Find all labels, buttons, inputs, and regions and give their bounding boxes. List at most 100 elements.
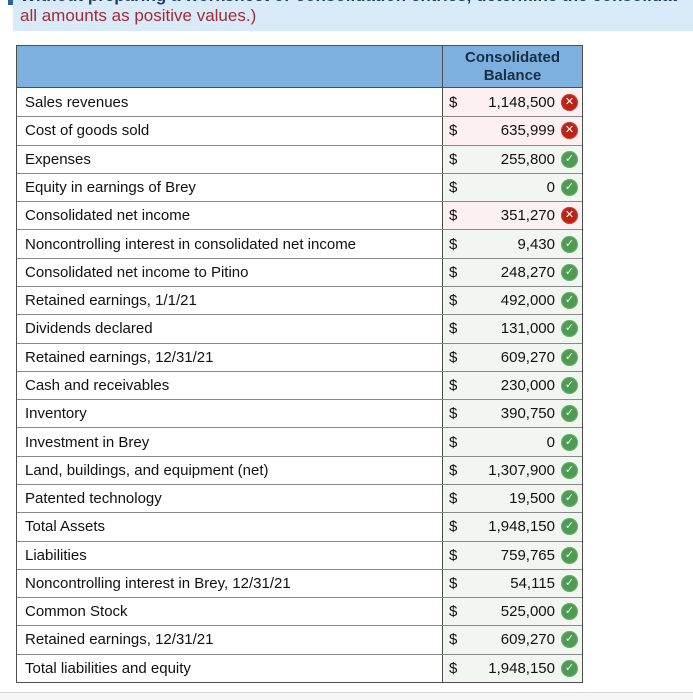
currency-symbol: $ <box>449 546 458 564</box>
table-row: Inventory $ 390,750 ✓ <box>17 399 582 428</box>
header-consolidated-balance: Consolidated Balance <box>464 48 560 84</box>
amount-value: 609,270 <box>500 631 555 649</box>
currency-symbol: $ <box>449 376 458 394</box>
amount-value: 635,999 <box>500 122 555 140</box>
account-label: Retained earnings, 12/31/21 <box>17 626 443 654</box>
account-label: Cash and receivables <box>17 371 443 400</box>
table-row: Retained earnings, 12/31/21 $ 609,270 ✓ <box>17 625 582 654</box>
account-label: Common Stock <box>17 598 443 626</box>
table-row: Cost of goods sold $ 635,999 ✕ <box>17 116 582 145</box>
currency-symbol: $ <box>449 150 458 168</box>
amount-value: 390,750 <box>500 405 555 423</box>
amount-value: 525,000 <box>500 603 555 621</box>
amount-value: 230,000 <box>500 376 555 394</box>
currency-symbol: $ <box>449 122 458 140</box>
amount-cell[interactable]: $ 759,765 ✓ <box>443 541 582 569</box>
amount-cell[interactable]: $ 635,999 ✕ <box>443 117 582 145</box>
amount-cell[interactable]: $ 609,270 ✓ <box>443 343 582 371</box>
currency-symbol: $ <box>449 433 458 451</box>
check-icon: ✓ <box>561 292 578 310</box>
amount-cell[interactable]: $ 351,270 ✕ <box>443 202 582 230</box>
currency-symbol: $ <box>449 292 458 310</box>
x-icon: ✕ <box>561 122 578 140</box>
table-row: Liabilities $ 759,765 ✓ <box>17 540 582 569</box>
amount-value: 759,765 <box>500 546 555 564</box>
amount-value: 248,270 <box>500 263 555 281</box>
amount-value: 492,000 <box>500 292 555 310</box>
currency-symbol: $ <box>449 603 458 621</box>
account-label: Investment in Brey <box>17 428 443 456</box>
table-row: Expenses $ 255,800 ✓ <box>17 144 582 173</box>
amount-cell[interactable]: $ 131,000 ✓ <box>443 315 582 343</box>
account-label: Inventory <box>17 400 443 428</box>
amount-value: 9,430 <box>517 235 555 253</box>
currency-symbol: $ <box>449 207 458 225</box>
check-icon: ✓ <box>561 235 578 253</box>
currency-symbol: $ <box>449 574 458 592</box>
amount-value: 1,948,150 <box>488 659 555 677</box>
currency-symbol: $ <box>449 235 458 253</box>
check-icon: ✓ <box>561 518 578 536</box>
account-label: Sales revenues <box>17 88 443 117</box>
amount-cell[interactable]: $ 9,430 ✓ <box>443 230 582 258</box>
check-icon: ✓ <box>561 574 578 592</box>
check-icon: ✓ <box>561 631 578 649</box>
table-row: Noncontrolling interest in Brey, 12/31/2… <box>17 568 582 598</box>
amount-cell[interactable]: $ 255,800 ✓ <box>443 145 582 173</box>
consolidated-balance-table: Consolidated Balance Sales revenues $ 1,… <box>16 45 583 683</box>
currency-symbol: $ <box>449 320 458 338</box>
amount-value: 1,307,900 <box>488 461 555 479</box>
check-icon: ✓ <box>561 546 578 564</box>
amount-value: 131,000 <box>500 320 555 338</box>
currency-symbol: $ <box>449 518 458 536</box>
table-row: Patented technology $ 19,500 ✓ <box>17 483 582 513</box>
amount-cell[interactable]: $ 1,948,150 ✓ <box>443 513 582 541</box>
amount-cell[interactable]: $ 609,270 ✓ <box>443 626 582 654</box>
account-label: Total Assets <box>17 513 443 541</box>
amount-cell[interactable]: $ 0 ✓ <box>443 173 582 202</box>
amount-cell[interactable]: $ 0 ✓ <box>443 428 582 456</box>
table-row: Equity in earnings of Brey $ 0 ✓ <box>17 172 582 202</box>
amount-cell[interactable]: $ 248,270 ✓ <box>443 258 582 286</box>
currency-symbol: $ <box>449 93 458 111</box>
amount-cell[interactable]: $ 1,148,500 ✕ <box>443 88 582 117</box>
account-label: Noncontrolling interest in Brey, 12/31/2… <box>17 569 443 598</box>
amount-cell[interactable]: $ 390,750 ✓ <box>443 400 582 428</box>
check-icon: ✓ <box>561 320 578 338</box>
x-icon: ✕ <box>561 207 578 225</box>
amount-cell[interactable]: $ 230,000 ✓ <box>443 371 582 400</box>
check-icon: ✓ <box>561 376 578 394</box>
account-label: Dividends declared <box>17 315 443 343</box>
amount-cell[interactable]: $ 525,000 ✓ <box>443 598 582 626</box>
instruction-warning-text: all amounts as positive values.) <box>20 6 257 25</box>
table-row: Common Stock $ 525,000 ✓ <box>17 597 582 626</box>
table-row: Consolidated net income to Pitino $ 248,… <box>17 257 582 286</box>
check-icon: ✓ <box>561 405 578 423</box>
table-row: Total Assets $ 1,948,150 ✓ <box>17 512 582 541</box>
currency-symbol: $ <box>449 461 458 479</box>
currency-symbol: $ <box>449 631 458 649</box>
amount-value: 609,270 <box>500 348 555 366</box>
amount-cell[interactable]: $ 19,500 ✓ <box>443 484 582 513</box>
check-icon: ✓ <box>561 659 578 677</box>
check-icon: ✓ <box>561 490 578 508</box>
x-icon: ✕ <box>561 93 578 111</box>
amount-cell[interactable]: $ 1,948,150 ✓ <box>443 654 582 682</box>
amount-cell[interactable]: $ 54,115 ✓ <box>443 569 582 598</box>
table-row: Dividends declared $ 131,000 ✓ <box>17 314 582 343</box>
amount-value: 1,148,500 <box>488 93 555 111</box>
account-label: Patented technology <box>17 484 443 513</box>
table-header-row: Consolidated Balance <box>17 46 582 88</box>
amount-cell[interactable]: $ 1,307,900 ✓ <box>443 456 582 484</box>
check-icon: ✓ <box>561 461 578 479</box>
account-label: Equity in earnings of Brey <box>17 173 443 202</box>
table-row: Land, buildings, and equipment (net) $ 1… <box>17 455 582 484</box>
currency-symbol: $ <box>449 178 458 196</box>
currency-symbol: $ <box>449 659 458 677</box>
table-row: Noncontrolling interest in consolidated … <box>17 229 582 258</box>
amount-value: 351,270 <box>500 207 555 225</box>
account-label: Total liabilities and equity <box>17 654 443 682</box>
amount-value: 19,500 <box>509 490 555 508</box>
table-row: Sales revenues $ 1,148,500 ✕ <box>17 88 582 117</box>
amount-cell[interactable]: $ 492,000 ✓ <box>443 286 582 315</box>
